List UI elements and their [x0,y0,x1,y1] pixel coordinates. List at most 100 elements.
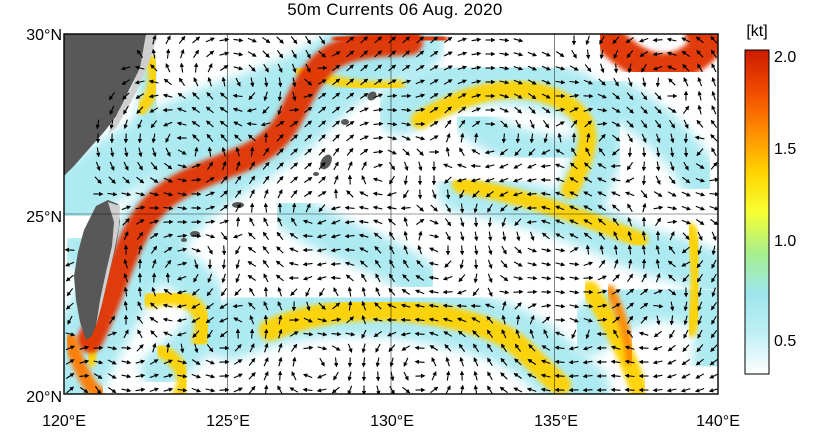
current-arrow [233,317,243,323]
current-arrow [417,189,423,200]
current-arrow [163,387,174,392]
current-arrow [709,373,718,379]
current-arrow [428,275,439,280]
current-arrow [654,119,662,129]
current-arrow [555,121,565,127]
current-arrow [526,219,537,225]
current-arrow [304,134,312,142]
current-arrow [555,66,566,71]
current-arrow [263,202,269,213]
current-arrow [585,147,591,157]
current-arrow [457,37,468,43]
current-arrow [332,106,341,114]
current-arrow [445,231,451,241]
current-arrow [443,163,453,169]
current-arrow [542,316,551,324]
current-arrow [263,357,269,367]
current-arrow [165,272,171,283]
current-arrow [191,373,202,379]
current-arrow [331,345,341,351]
current-arrow [403,189,409,199]
current-arrow [487,385,493,394]
current-arrow [263,217,269,227]
current-arrow [403,357,409,367]
current-arrow [429,247,439,253]
current-arrow [428,317,439,322]
current-arrow [206,92,214,100]
current-arrow [555,219,565,225]
current-arrow [330,261,341,267]
current-arrow [709,205,718,211]
current-speed-band [605,285,635,365]
current-arrow [697,76,703,87]
current-arrow [680,388,691,393]
current-arrow [93,360,104,365]
current-arrow [123,161,129,171]
current-arrow [277,385,283,394]
current-arrow [583,205,593,211]
current-arrow [388,36,397,44]
current-arrow [277,286,282,297]
current-arrow [205,191,216,197]
current-arrow [403,259,409,269]
colorbar-scale [744,49,770,375]
current-arrow [584,120,593,128]
current-arrow [275,120,285,128]
current-arrow [330,234,341,239]
current-arrow [347,286,353,297]
current-arrow [513,163,523,169]
current-arrow [248,372,256,380]
current-arrow [165,48,171,59]
current-arrow [568,373,579,379]
current-arrow [569,79,580,85]
y-tick-30n: 30°N [26,27,62,44]
current-arrow [372,205,383,210]
current-arrow [669,315,675,326]
current-arrow [107,373,117,379]
current-arrow [122,176,130,184]
current-arrow [372,317,383,322]
current-speed-band [270,190,440,300]
current-arrow [149,107,159,113]
current-arrow [498,177,509,183]
current-arrow [710,161,718,170]
current-arrow [628,258,633,269]
current-arrow [597,121,608,127]
current-arrow [276,175,284,184]
current-arrow [249,202,255,213]
current-arrow [248,92,256,101]
current-arrow [347,161,353,171]
current-arrow [501,343,507,353]
current-arrow [456,289,467,295]
current-arrow [626,92,634,101]
current-arrow [626,315,634,325]
current-arrow [557,132,562,143]
current-arrow [289,331,299,337]
current-arrow [627,133,633,143]
current-arrow [597,303,608,308]
current-arrow [554,331,565,337]
current-arrow [613,77,619,87]
current-arrow [597,163,607,169]
current-arrow [554,359,565,365]
current-arrow [403,244,409,255]
current-arrow [347,371,352,382]
current-arrow [360,64,369,72]
current-arrow [164,162,173,170]
current-arrow [403,216,408,227]
current-arrow [263,384,269,394]
current-arrow [499,274,509,282]
current-arrow [401,79,412,84]
current-arrow [666,51,677,56]
current-arrow [150,330,158,338]
current-arrow [470,163,481,169]
current-arrow [249,287,255,297]
current-arrow [459,203,465,214]
current-arrow [710,344,718,352]
current-arrow [668,288,677,296]
current-arrow [193,49,199,59]
current-arrow [262,106,270,114]
current-arrow [278,314,283,325]
current-arrow [165,133,171,143]
current-arrow [583,232,592,240]
